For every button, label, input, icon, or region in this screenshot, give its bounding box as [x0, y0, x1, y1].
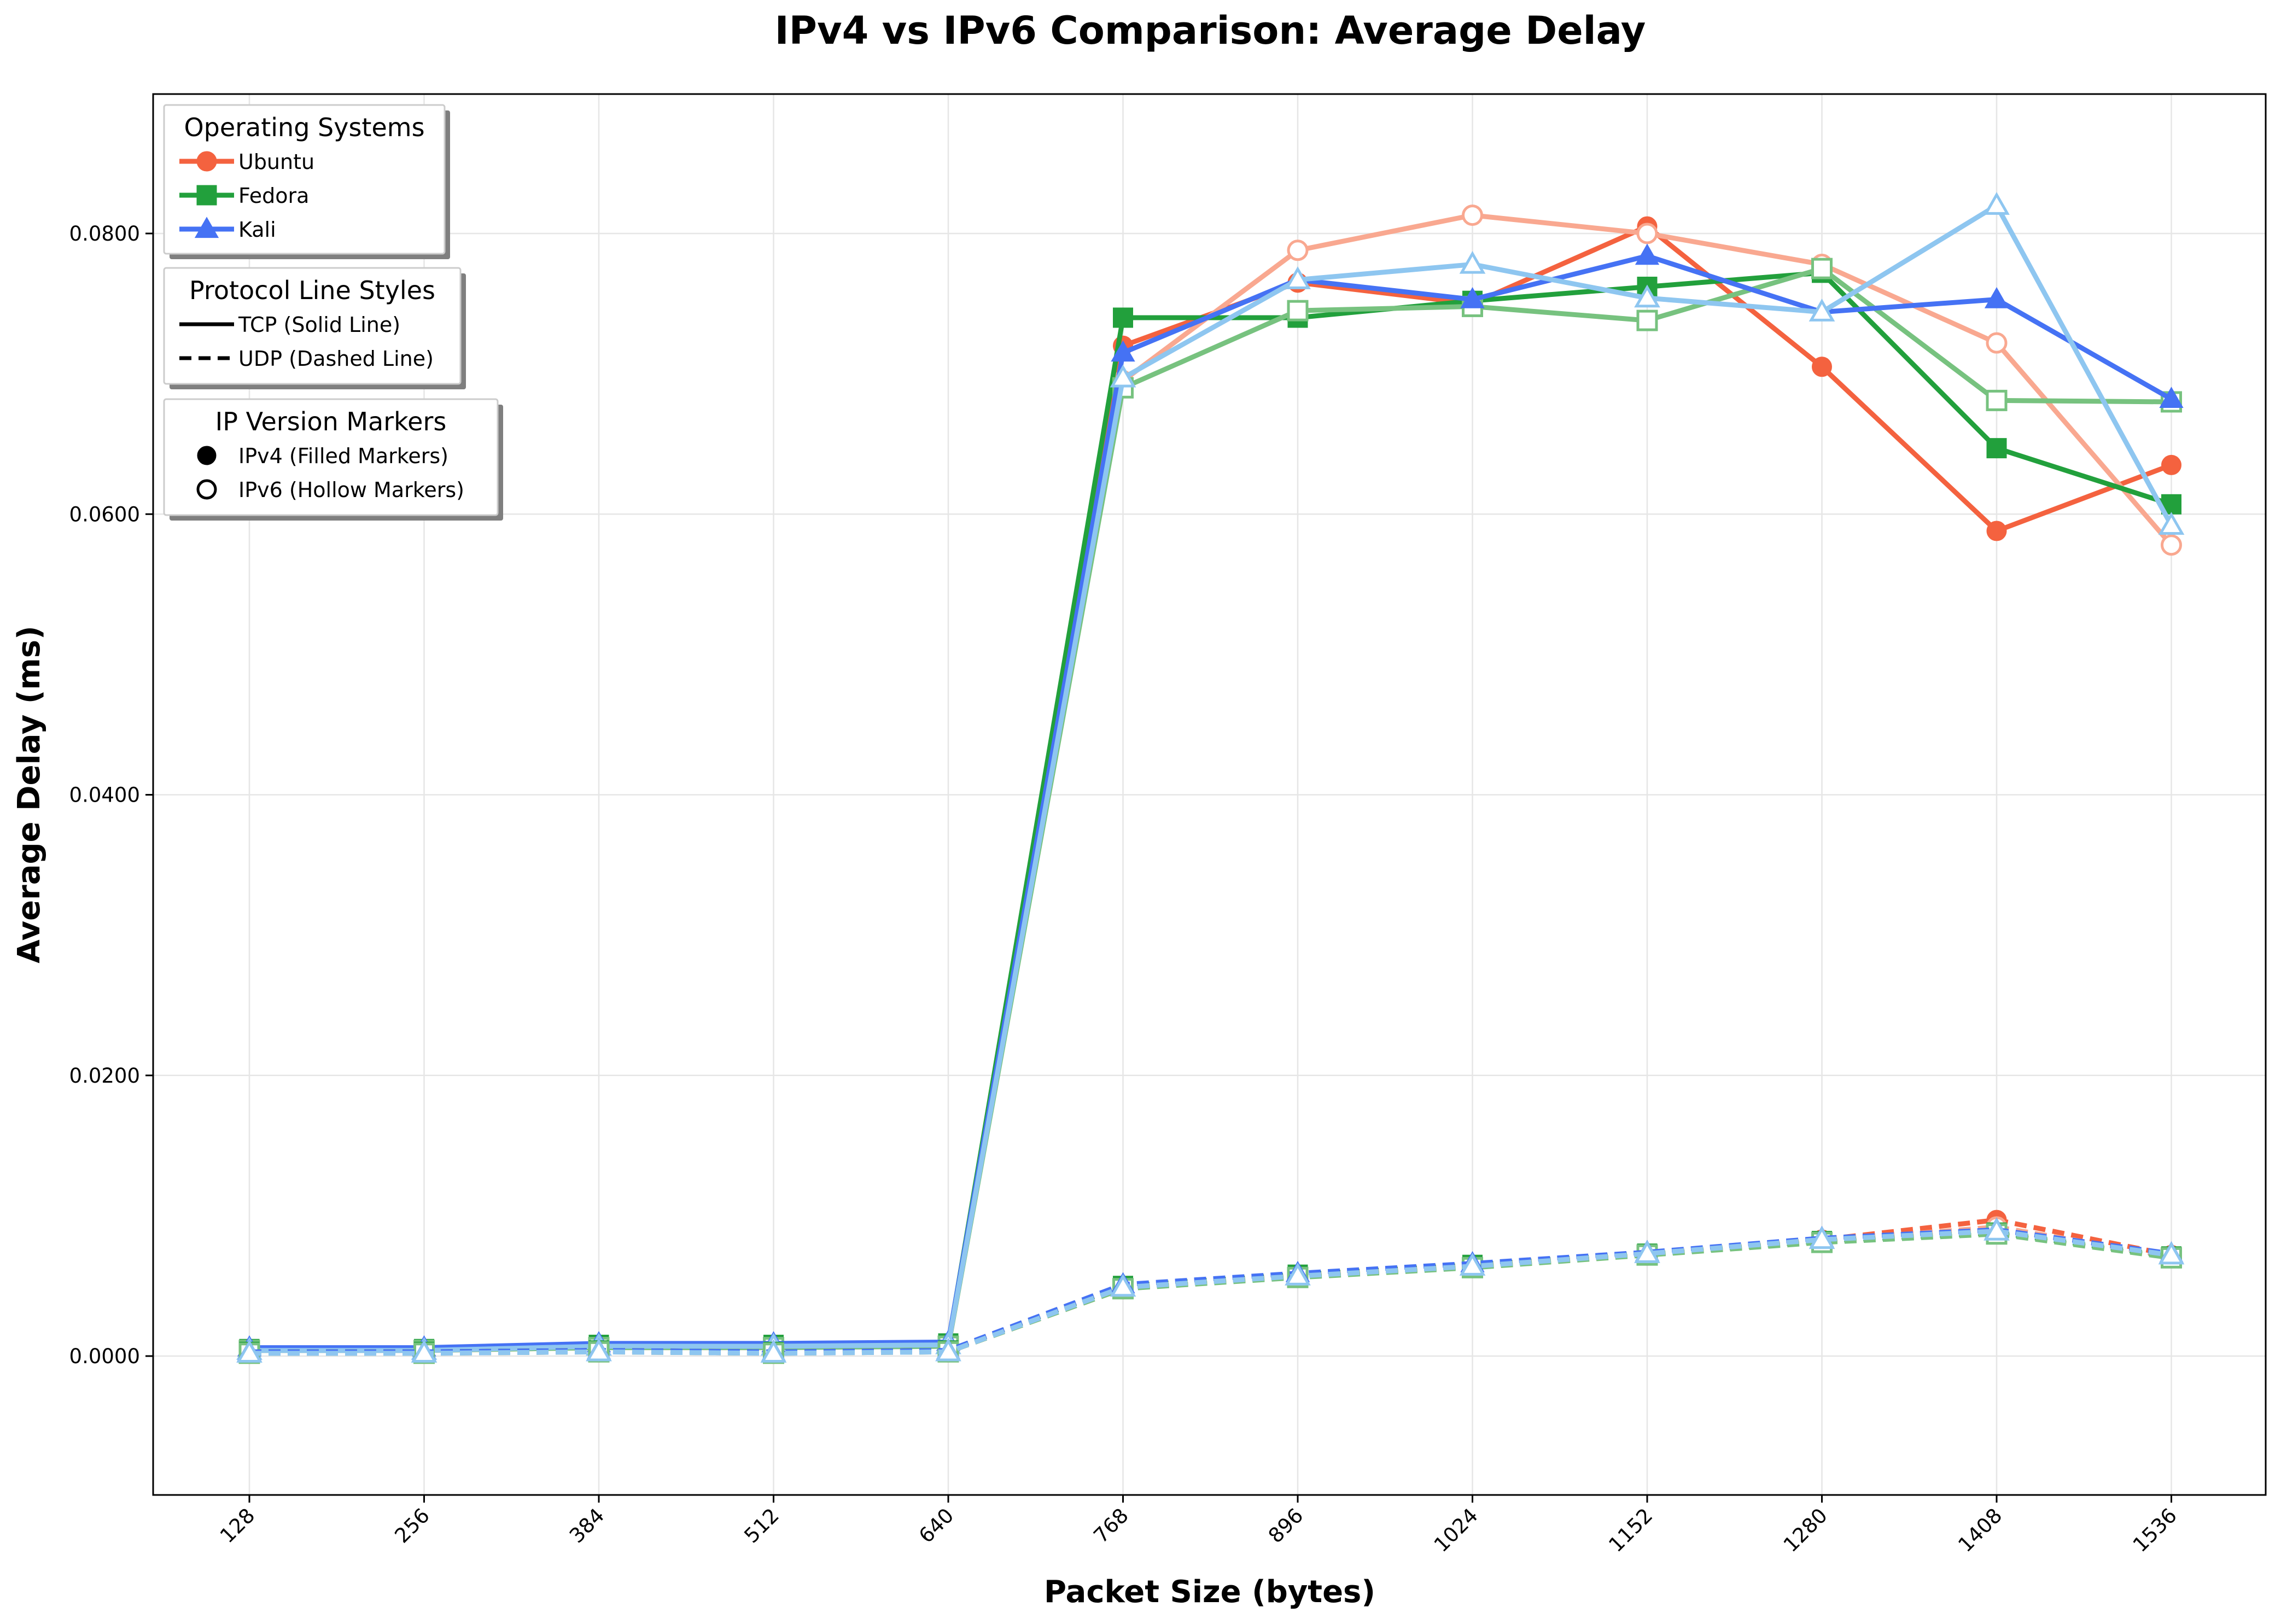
data-point	[2159, 387, 2184, 408]
legend-marker	[196, 185, 217, 206]
data-point	[586, 1338, 612, 1362]
plot-series	[236, 192, 2185, 1364]
legend-item-ubuntu: Ubuntu	[179, 150, 314, 174]
legend-box	[163, 398, 499, 516]
y-tick-label: 0.0200	[69, 1064, 140, 1088]
legend-marker	[194, 217, 219, 238]
data-point	[1462, 205, 1483, 226]
chart-title: IPv4 vs IPv6 Comparison: Average Delay	[775, 8, 1646, 53]
data-point	[1986, 438, 2007, 459]
series-kali-udp-ipv6	[236, 1218, 2185, 1363]
legend-item-ipv4-filled-markers: IPv4 (Filled Markers)	[197, 444, 448, 468]
data-point	[1460, 287, 1485, 308]
data-point	[2161, 454, 2181, 475]
legend-marker	[196, 479, 217, 500]
legends: Operating Systems Ubuntu Fedora Kali Protoco…	[163, 104, 503, 521]
legend-operating-systems: Operating Systems Ubuntu Fedora Kali	[163, 104, 450, 259]
data-point	[411, 1340, 437, 1363]
legend-box	[163, 104, 446, 255]
series-line	[247, 203, 2174, 1353]
legend-box	[163, 267, 462, 385]
legend-label: TCP (Solid Line)	[238, 313, 400, 337]
data-point	[1809, 1226, 1835, 1249]
data-point	[1287, 300, 1309, 322]
legend-label: UDP (Dashed Line)	[238, 347, 434, 371]
legend-title: Protocol Line Styles	[189, 276, 435, 305]
legend-title: IP Version Markers	[215, 407, 447, 436]
data-point	[1986, 521, 2007, 541]
legend-title: Operating Systems	[184, 113, 424, 142]
data-point	[1984, 1218, 2010, 1241]
data-point	[1812, 357, 1832, 377]
series-line	[247, 253, 2174, 1351]
data-point	[2158, 512, 2185, 535]
data-point	[760, 1340, 787, 1363]
legend-item-ipv6-hollow-markers: IPv6 (Hollow Markers)	[196, 478, 464, 502]
data-point	[1110, 1274, 1136, 1297]
y-tick-label: 0.0800	[69, 222, 140, 246]
data-point	[1635, 243, 1660, 265]
data-point	[1634, 284, 1660, 308]
data-point	[1636, 309, 1658, 331]
y-tick-label: 0.0400	[69, 784, 140, 807]
legend-marker	[196, 151, 217, 172]
legend-marker	[197, 446, 217, 465]
data-point	[1636, 223, 1658, 244]
data-point	[935, 1338, 961, 1362]
data-point	[1287, 239, 1309, 261]
data-point	[1986, 332, 2008, 354]
data-point	[1111, 340, 1135, 362]
legend-item-tcp-solid-line: TCP (Solid Line)	[179, 313, 400, 337]
data-point	[2158, 1241, 2185, 1265]
x-axis-label: Packet Size (bytes)	[1044, 1574, 1375, 1610]
data-point	[1285, 266, 1311, 289]
data-point	[1809, 299, 1835, 322]
legend-label: IPv4 (Filled Markers)	[238, 444, 448, 468]
data-point	[1113, 307, 1133, 328]
data-point	[1811, 258, 1833, 279]
legend-item-udp-dashed-line: UDP (Dashed Line)	[179, 347, 434, 371]
y-axis-label: Average Delay (ms)	[11, 626, 47, 963]
data-point	[1984, 192, 2010, 215]
legend-label: Fedora	[238, 184, 309, 208]
legend-item-fedora: Fedora	[179, 184, 309, 208]
data-point	[2161, 534, 2182, 556]
legend-item-kali: Kali	[179, 217, 276, 242]
legend-protocol-line-styles: Protocol Line Styles TCP (Solid Line) UDP …	[163, 267, 466, 389]
data-point	[1634, 1240, 1660, 1263]
data-point	[1984, 287, 2009, 308]
legend-label: Ubuntu	[238, 150, 314, 174]
legend-ip-version-markers: IP Version Markers IPv4 (Filled Markers) I…	[163, 398, 503, 521]
data-point	[1285, 1263, 1311, 1286]
legend-label: Kali	[238, 218, 276, 242]
data-point	[1110, 364, 1136, 388]
data-point	[1986, 389, 2008, 411]
data-point	[1459, 1253, 1486, 1276]
series-line	[249, 1229, 2172, 1356]
y-tick-label: 0.0000	[69, 1345, 140, 1368]
data-point	[236, 1340, 262, 1363]
legend-label: IPv6 (Hollow Markers)	[238, 478, 464, 502]
y-tick-label: 0.0600	[69, 503, 140, 526]
series-line	[249, 1231, 2172, 1356]
data-point	[1459, 250, 1486, 274]
